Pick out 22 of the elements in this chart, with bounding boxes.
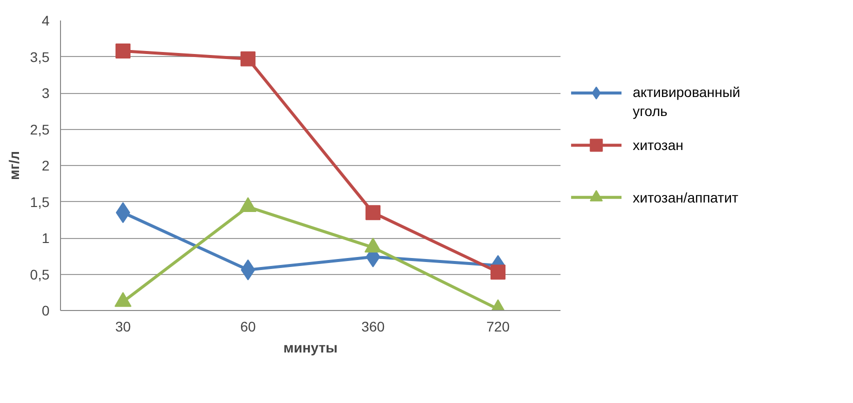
x-tick-label: 60	[240, 318, 256, 334]
y-tick-label: 1,5	[30, 194, 50, 210]
legend-label: хитозан/аппатит	[632, 189, 739, 206]
legend-label: активированный уголь	[632, 84, 740, 120]
x-tick-label: 360	[361, 318, 385, 334]
point	[490, 264, 506, 280]
y-axis-title: мг/л	[6, 151, 22, 180]
x-tick-label: 30	[115, 318, 131, 334]
y-tick-label: 2	[42, 158, 50, 174]
point	[366, 205, 380, 220]
x-axis-title: минуты	[283, 340, 338, 356]
y-tick-label: 2,5	[30, 121, 50, 138]
legend-label: хитозан	[632, 137, 684, 154]
x-tick-label: 720	[486, 318, 510, 334]
y-tick-label: 4	[42, 12, 50, 28]
y-tick-label: 3	[42, 85, 50, 101]
y-tick-label: 0	[42, 302, 50, 318]
y-tick-label: 1	[42, 230, 50, 246]
y-tick-label: 0,5	[30, 266, 50, 282]
y-tick-label: 3,5	[30, 48, 50, 65]
point	[240, 51, 256, 66]
point	[116, 43, 130, 58]
